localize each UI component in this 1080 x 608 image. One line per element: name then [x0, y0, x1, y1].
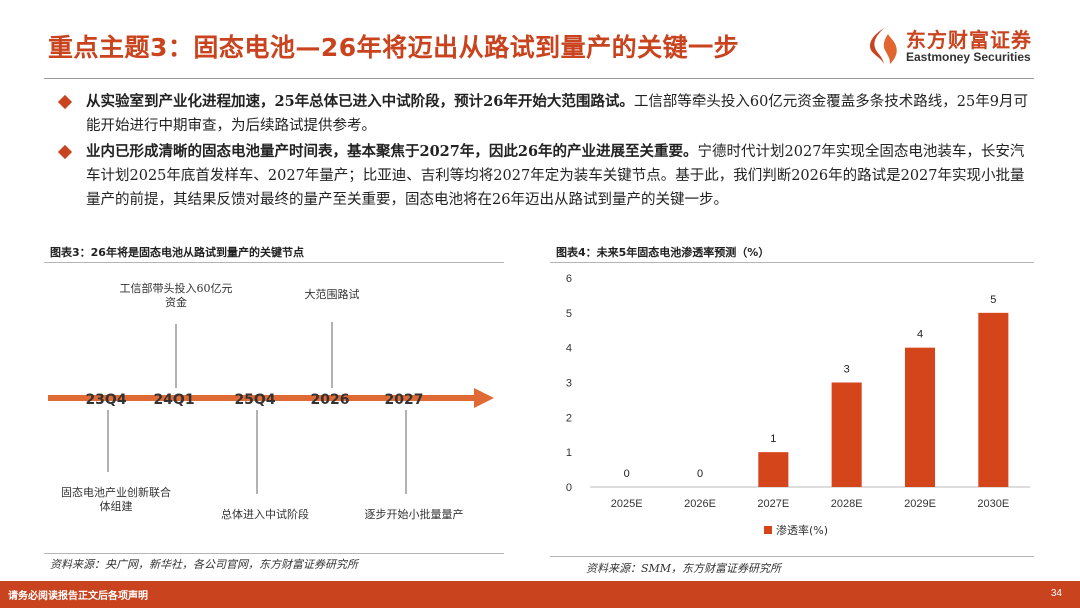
diamond-bullet-icon [57, 144, 73, 160]
bullet-lead: 从实验室到产业化进程加速，25年总体已进入中试阶段，预计26年开始大范围路试。 [86, 93, 634, 110]
data-label: 0 [624, 468, 630, 480]
figure3-top-rule [44, 262, 504, 263]
data-label: 0 [697, 468, 703, 480]
timeline-node-label: 25Q4 [234, 392, 275, 408]
legend-label: 渗透率(%) [776, 523, 828, 537]
page-number: 34 [1050, 588, 1062, 599]
bar-2028E [831, 382, 862, 487]
timeline-note: 大范围路试 [305, 287, 360, 301]
brand-logo: 东方财富证券 Eastmoney Securities [866, 24, 1036, 70]
timeline-note: 资金 [165, 295, 187, 309]
bullet-body: 宁德时代计划2027年实现全固态电池装车，长安汽车计划2025年底首发样车、20… [86, 144, 1025, 208]
data-label: 5 [990, 294, 996, 306]
bar-2029E [904, 347, 936, 487]
x-tick-label: 2029E [904, 498, 936, 510]
timeline-node-label: 24Q1 [153, 392, 194, 408]
footer-bar: 请务必阅读报告正文后各项声明 34 [0, 581, 1080, 608]
y-tick-label: 4 [566, 343, 572, 355]
x-tick-label: 2026E [684, 498, 716, 510]
bullet-list: 从实验室到产业化进程加速，25年总体已进入中试阶段，预计26年开始大范围路试。工… [57, 90, 1035, 214]
x-tick-label: 2028E [831, 498, 863, 510]
y-tick-label: 0 [566, 482, 572, 494]
timeline-note: 固态电池产业创新联合 [61, 485, 171, 499]
data-label: 4 [917, 329, 923, 341]
timeline-node-label: 2026 [311, 392, 350, 408]
timeline-note: 体组建 [100, 499, 133, 513]
logo-english: Eastmoney Securities [906, 50, 1031, 64]
legend-swatch [764, 526, 772, 534]
logo-chinese: 东方财富证券 [906, 28, 1032, 52]
x-tick-label: 2030E [977, 498, 1009, 510]
y-tick-label: 6 [566, 273, 572, 285]
figure3-title: 图表3：26年将是固态电池从路试到量产的关键节点 [50, 246, 304, 259]
bullet-item: 从实验室到产业化进程加速，25年总体已进入中试阶段，预计26年开始大范围路试。工… [57, 90, 1035, 138]
diamond-bullet-icon [57, 94, 73, 110]
footer-disclaimer: 请务必阅读报告正文后各项声明 [8, 591, 148, 602]
timeline-note: 逐步开始小批量量产 [365, 507, 464, 521]
y-tick-label: 2 [566, 412, 572, 424]
title-divider [44, 78, 1034, 79]
figure3-bottom-rule [44, 553, 504, 554]
bar-2027E [758, 452, 789, 487]
bullet-body: 工信部等牵头投入60亿元资金覆盖多条技术路线，25年9月可能开始进行中期审查，为… [86, 94, 1028, 134]
x-tick-label: 2025E [611, 498, 643, 510]
x-tick-label: 2027E [757, 498, 789, 510]
bar-2030E [978, 312, 1009, 487]
page-title: 重点主题3：固态电池—26年将迈出从路试到量产的关键一步 [48, 33, 740, 62]
timeline-note: 工信部带头投入60亿元 [120, 281, 233, 295]
y-tick-label: 3 [566, 378, 572, 390]
timeline-node-label: 23Q4 [85, 392, 126, 408]
penetration-bar-chart: 0 1 2 3 4 5 6 0 2025E 0 2026E 1 2027E 3 2028E 4 2029E 5 20… [566, 273, 1030, 537]
figure3-source: 资料来源：央广网，新华社，各公司官网，东方财富证券研究所 [50, 558, 358, 571]
figure4-bottom-rule [550, 556, 1034, 557]
timeline-axis [48, 395, 478, 401]
timeline-arrow-icon [474, 388, 494, 408]
figure4-top-rule [550, 262, 1034, 263]
figure4-title: 图表4：未来5年固态电池渗透率预测（%） [556, 246, 770, 259]
eastmoney-flame-icon [870, 28, 897, 64]
y-tick-label: 5 [566, 308, 572, 320]
figure4-source: 资料来源：SMM，东方财富证券研究所 [586, 562, 782, 575]
y-tick-label: 1 [566, 447, 572, 459]
bullet-lead: 业内已形成清晰的固态电池量产时间表，基本聚焦于2027年，因此26年的产业进展至… [86, 143, 698, 160]
timeline-note: 总体进入中试阶段 [221, 507, 309, 521]
timeline-node-label: 2027 [385, 392, 424, 408]
bullet-item: 业内已形成清晰的固态电池量产时间表，基本聚焦于2027年，因此26年的产业进展至… [57, 140, 1035, 212]
data-label: 3 [844, 364, 850, 376]
data-label: 1 [770, 433, 776, 445]
